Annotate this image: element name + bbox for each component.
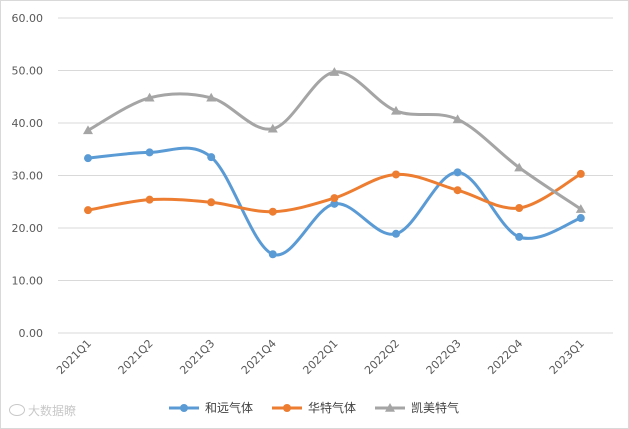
x-tick-label: 2022Q4 — [485, 337, 525, 377]
legend-label: 华特气体 — [308, 400, 356, 415]
series-line — [86, 70, 583, 211]
data-point — [145, 148, 154, 157]
y-tick-label: 30.00 — [12, 170, 44, 183]
legend-label: 凯美特气 — [411, 400, 459, 415]
x-tick-label: 2021Q2 — [116, 337, 156, 377]
data-point — [453, 186, 462, 195]
data-point — [207, 198, 216, 207]
x-tick-label: 2021Q1 — [54, 337, 94, 377]
data-point — [576, 169, 585, 178]
data-point — [268, 207, 277, 216]
y-tick-label: 50.00 — [12, 65, 44, 78]
y-tick-label: 20.00 — [12, 222, 44, 235]
legend-marker — [283, 404, 291, 412]
data-point — [514, 162, 525, 172]
y-tick-label: 0.00 — [19, 327, 44, 340]
data-point — [83, 125, 93, 135]
data-point — [392, 229, 400, 238]
data-point — [576, 214, 585, 223]
watermark: 大数据瞭 — [9, 402, 76, 419]
data-point — [329, 67, 340, 76]
data-point — [84, 154, 92, 163]
x-axis-ticks: 2021Q1 2021Q2 2021Q3 2021Q4 2022Q1 2022Q2 2022… — [54, 337, 587, 377]
series-1 — [84, 146, 585, 259]
y-tick-label: 10.00 — [12, 275, 44, 288]
data-point — [144, 92, 155, 102]
y-tick-label: 60.00 — [12, 12, 44, 25]
x-tick-label: 2021Q4 — [239, 337, 279, 377]
x-tick-label: 2022Q1 — [300, 337, 340, 377]
legend-marker — [385, 403, 395, 412]
data-point — [515, 204, 524, 213]
watermark-logo-icon — [9, 404, 25, 416]
series-2 — [84, 169, 585, 216]
series-3 — [83, 67, 586, 213]
legend-item: 和远气体 — [169, 400, 253, 415]
data-point — [207, 153, 216, 162]
x-tick-label: 2022Q3 — [424, 337, 464, 377]
x-tick-label: 2023Q1 — [547, 337, 587, 377]
x-tick-label: 2022Q2 — [362, 337, 402, 377]
data-point — [268, 250, 277, 259]
y-tick-label: 40.00 — [12, 117, 44, 130]
data-point — [330, 199, 339, 208]
legend-marker — [180, 404, 188, 412]
legend-item: 凯美特气 — [375, 400, 459, 415]
x-tick-label: 2021Q3 — [177, 337, 217, 377]
data-point — [206, 92, 217, 102]
legend-label: 和远气体 — [205, 400, 253, 415]
y-axis-ticks: 0.00 10.00 20.00 30.00 40.00 50.00 60.00 — [12, 12, 44, 340]
series-lines — [83, 67, 586, 259]
data-point — [145, 195, 154, 204]
data-point — [330, 194, 339, 203]
data-point — [575, 204, 586, 213]
data-point — [515, 232, 524, 241]
data-point — [453, 168, 462, 177]
data-point — [392, 170, 400, 179]
data-point — [267, 123, 278, 133]
legend-item: 华特气体 — [272, 400, 356, 415]
data-point — [84, 206, 92, 215]
data-point — [452, 114, 463, 124]
data-point — [391, 105, 401, 115]
watermark-text: 大数据瞭 — [28, 404, 77, 418]
legend: 和远气体 华特气体 凯美特气 — [169, 400, 459, 415]
series-line — [86, 172, 583, 214]
